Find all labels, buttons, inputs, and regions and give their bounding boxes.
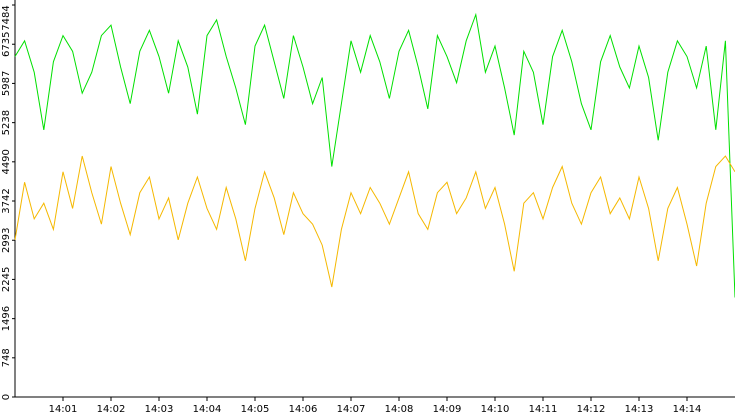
series-line [14,155,735,288]
x-tick-label: 14:11 [529,404,558,415]
x-tick-label: 14:02 [97,404,126,415]
x-tick-label: 14:04 [193,404,222,415]
x-tick-label: 14:08 [385,404,414,415]
y-tick-label: 5238 [1,110,12,135]
y-tick-label: 4490 [1,149,12,174]
x-tick-label: 14:03 [145,404,174,415]
x-tick-label: 14:06 [289,404,318,415]
x-tick-label: 14:09 [433,404,462,415]
x-tick-label: 14:13 [625,404,654,415]
x-tick-label: 14:07 [337,404,366,415]
x-tick-label: 14:14 [673,404,702,415]
y-tick-label: 0 [1,394,12,400]
y-tick-label: 5987 [1,71,12,96]
x-tick-label: 14:01 [49,404,78,415]
x-tick-label: 14:10 [481,404,510,415]
y-tick-label: 6735 [1,32,12,57]
x-tick-label: 14:12 [577,404,606,415]
y-tick-label: 2993 [1,228,12,253]
y-tick-label: 1496 [1,306,12,331]
y-tick-label: 748 [1,348,12,367]
x-tick-label: 14:05 [241,404,270,415]
series-line [14,12,735,298]
y-tick-label: 2245 [1,267,12,292]
y-tick-label: 3742 [1,188,12,213]
y-tick-label: 7484 [1,5,12,30]
